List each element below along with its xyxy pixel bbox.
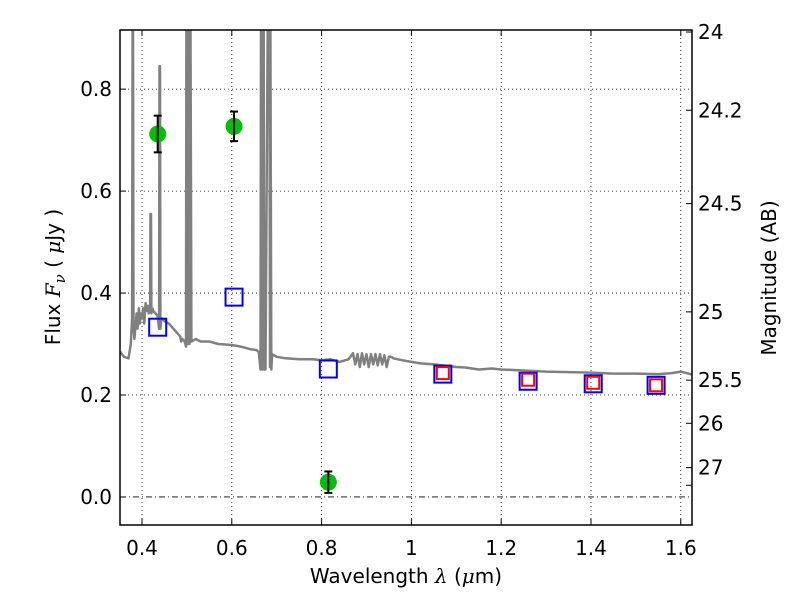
blue-square-marker [646, 375, 666, 395]
y2-tick-label: 24 [698, 20, 723, 44]
y2-tick-label: 27 [698, 456, 723, 480]
spectrum-line [120, 30, 692, 376]
x-tick-label: 1.4 [575, 536, 607, 560]
y2-tick-label: 24.5 [698, 192, 743, 216]
red-square-marker [649, 378, 664, 393]
y-label-part-flux: Flux [41, 297, 65, 345]
y-label-part-open: ( [41, 254, 65, 275]
y-tick-label: 0.0 [80, 485, 112, 509]
y2-tick-label: 24.2 [698, 98, 743, 122]
x-label-part: ( [448, 564, 462, 588]
y-axis-right: 24 24.2 24.5 25 25.5 26 27 [686, 20, 743, 486]
x-axis-label-text: Wavelength λ (μm) [310, 564, 502, 588]
x-label-part: Wavelength [310, 564, 435, 588]
x-axis-label: Wavelength λ (μm) [310, 564, 502, 588]
blue-square-marker [224, 287, 244, 307]
y2-axis-label: Magnitude (AB) [757, 200, 781, 355]
blue-square-marker [433, 364, 453, 384]
blue-square-marker [148, 317, 168, 337]
x-tick-label: 0.6 [216, 536, 248, 560]
x-tick-label: 0.8 [306, 536, 338, 560]
x-axis: 0.4 0.6 0.8 1 1.2 1.4 1.6 [126, 30, 697, 560]
y-tick-label: 0.2 [80, 383, 112, 407]
y-axis-label: Flux Fν ( μJy ) [41, 209, 69, 345]
y-label-part-f: F [41, 282, 65, 298]
blue-square-marker [318, 359, 338, 379]
y2-tick-label: 25 [698, 300, 723, 324]
y-tick-label: 0.8 [80, 77, 112, 101]
x-tick-label: 0.4 [126, 536, 158, 560]
y-label-part-nu: ν [51, 274, 69, 283]
photometry-series [148, 110, 666, 494]
red-square-marker [586, 375, 601, 390]
y2-tick-label: 25.5 [698, 368, 743, 392]
y2-tick-label: 26 [698, 411, 723, 435]
x-label-part: m) [475, 564, 502, 588]
y-label-part-mu: μ [41, 241, 65, 254]
x-tick-label: 1.6 [665, 536, 697, 560]
y-tick-label: 0.4 [80, 281, 112, 305]
y-label-part-unit: Jy ) [41, 209, 65, 243]
x-label-mu: μ [462, 564, 475, 588]
blue-square-marker [583, 374, 603, 394]
plot-frame [119, 29, 693, 526]
red-square-marker [435, 366, 450, 381]
spectrum-series [120, 30, 692, 376]
x-tick-label: 1.2 [485, 536, 517, 560]
x-tick-label: 1 [405, 536, 418, 560]
y-axis-left: 0.0 0.2 0.4 0.6 0.8 [80, 77, 126, 509]
red-square-marker [521, 372, 536, 387]
grid [120, 30, 692, 525]
y-tick-label: 0.6 [80, 179, 112, 203]
x-label-lambda: λ [434, 564, 448, 588]
